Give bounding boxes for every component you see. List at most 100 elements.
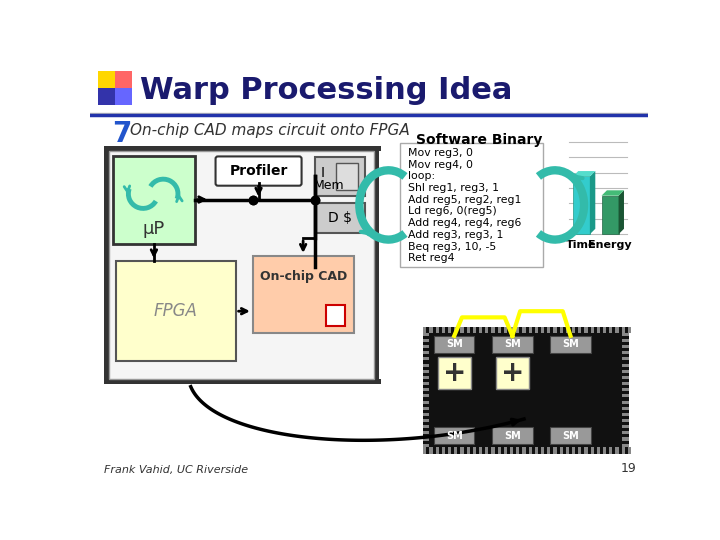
Bar: [622, 351, 629, 354]
Bar: [374, 215, 379, 221]
Bar: [374, 361, 379, 367]
Bar: [516, 448, 519, 454]
Bar: [283, 379, 289, 384]
Bar: [622, 431, 629, 434]
Text: SM: SM: [446, 431, 463, 441]
Bar: [541, 327, 544, 333]
Bar: [104, 157, 109, 162]
Bar: [374, 157, 379, 162]
Bar: [332, 146, 337, 151]
Bar: [603, 448, 606, 454]
Bar: [423, 351, 429, 354]
Bar: [374, 205, 379, 211]
Text: Mov reg3, 0: Mov reg3, 0: [408, 148, 473, 158]
Bar: [423, 327, 629, 454]
Bar: [174, 379, 180, 384]
Bar: [374, 280, 379, 286]
Bar: [374, 189, 379, 194]
Bar: [374, 248, 379, 253]
Text: Shl reg1, reg3, 1: Shl reg1, reg3, 1: [408, 183, 499, 193]
Bar: [492, 428, 533, 444]
Text: Mov reg4, 0: Mov reg4, 0: [408, 160, 473, 170]
Bar: [343, 146, 348, 151]
Bar: [535, 327, 538, 333]
Bar: [104, 372, 109, 377]
Bar: [590, 327, 594, 333]
Bar: [256, 379, 261, 384]
Bar: [616, 327, 618, 333]
Bar: [423, 363, 429, 367]
Bar: [375, 146, 381, 151]
Bar: [448, 327, 451, 333]
Bar: [245, 146, 251, 151]
Bar: [359, 146, 364, 151]
Bar: [566, 327, 569, 333]
Bar: [104, 345, 109, 350]
Text: Profiler: Profiler: [230, 164, 288, 178]
Bar: [374, 291, 379, 296]
Bar: [310, 146, 315, 151]
Bar: [240, 146, 245, 151]
Bar: [142, 146, 148, 151]
Bar: [266, 146, 272, 151]
Bar: [622, 407, 629, 410]
Bar: [550, 428, 590, 444]
Bar: [423, 448, 426, 454]
Bar: [131, 146, 137, 151]
Bar: [261, 146, 266, 151]
Bar: [429, 327, 433, 333]
Bar: [374, 184, 379, 189]
Text: Mem: Mem: [313, 179, 344, 192]
Bar: [374, 259, 379, 264]
Bar: [622, 345, 629, 348]
Bar: [104, 302, 109, 307]
Bar: [603, 327, 606, 333]
Bar: [374, 318, 379, 323]
Bar: [616, 448, 618, 454]
Bar: [305, 146, 310, 151]
Bar: [207, 146, 212, 151]
Bar: [104, 173, 109, 178]
Bar: [461, 448, 464, 454]
Bar: [114, 146, 120, 151]
Bar: [223, 146, 229, 151]
Bar: [374, 269, 379, 275]
Text: Frank Vahid, UC Riverside: Frank Vahid, UC Riverside: [104, 465, 248, 475]
Bar: [251, 146, 256, 151]
Bar: [423, 388, 429, 392]
Bar: [434, 336, 474, 353]
Bar: [423, 437, 429, 441]
Bar: [442, 448, 445, 454]
Bar: [113, 156, 194, 244]
Bar: [374, 334, 379, 340]
Bar: [283, 146, 289, 151]
Bar: [104, 280, 109, 286]
Bar: [628, 327, 631, 333]
Text: Warp Processing Idea: Warp Processing Idea: [140, 76, 513, 105]
Bar: [218, 146, 223, 151]
Bar: [485, 448, 488, 454]
Bar: [374, 296, 379, 302]
Bar: [109, 146, 114, 151]
Bar: [109, 379, 114, 384]
Bar: [572, 448, 575, 454]
Bar: [454, 327, 457, 333]
Bar: [294, 379, 300, 384]
Bar: [370, 379, 375, 384]
Bar: [622, 376, 629, 379]
Bar: [104, 162, 109, 167]
Bar: [104, 275, 109, 280]
Bar: [423, 357, 429, 361]
Bar: [202, 146, 207, 151]
Bar: [590, 448, 594, 454]
Bar: [104, 200, 109, 205]
Text: Beq reg3, 10, -5: Beq reg3, 10, -5: [408, 241, 496, 252]
Bar: [423, 407, 429, 410]
Bar: [234, 379, 240, 384]
Bar: [321, 379, 326, 384]
Bar: [622, 363, 629, 367]
Bar: [585, 448, 588, 454]
Text: SM: SM: [562, 339, 579, 349]
Bar: [622, 444, 629, 447]
Bar: [578, 327, 581, 333]
